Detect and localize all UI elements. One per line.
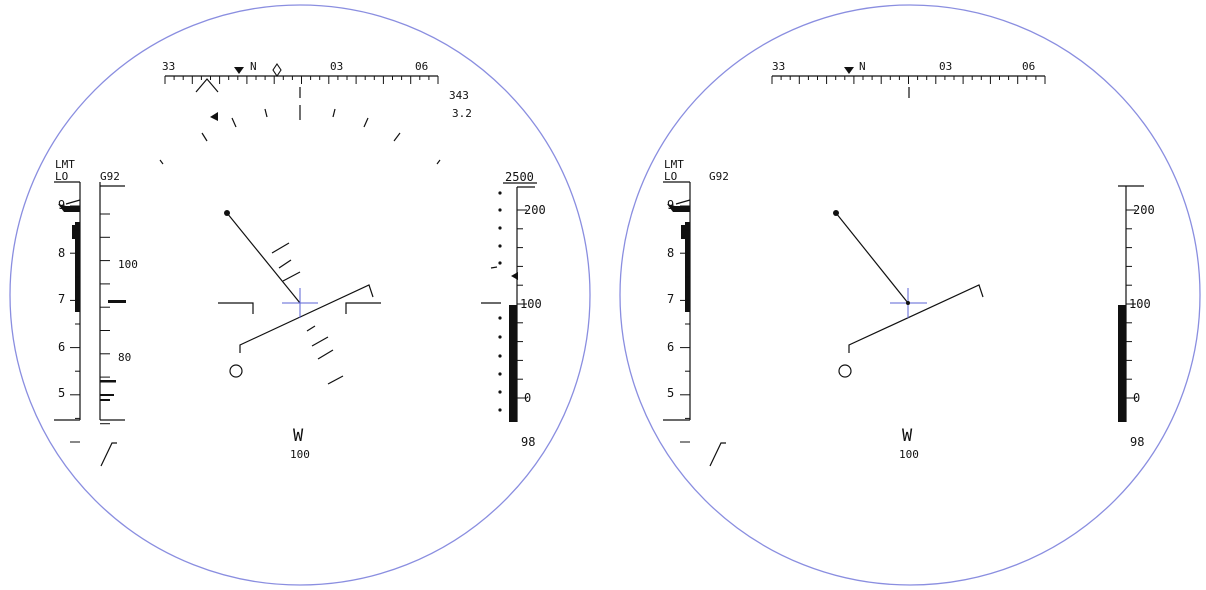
left-alt-pointer <box>511 272 518 280</box>
left-alt-0: 0 <box>524 391 531 405</box>
left-alt-200: 200 <box>524 203 546 217</box>
scale-dot <box>498 390 502 394</box>
left-scale-7: 7 <box>58 292 65 306</box>
right-heading-pointer <box>844 67 854 74</box>
left-vertical-scale: LMT LO 9 8 7 6 5 <box>54 158 81 443</box>
right-scale-9: 9 <box>667 198 674 212</box>
left-altitude-scale: 2500 200 100 0 98 <box>481 170 546 449</box>
left-speed-scale: G92 100 80 <box>99 170 138 467</box>
scale-dot <box>498 354 502 358</box>
right-course-letter: W <box>902 426 913 446</box>
right-target-line <box>835 212 909 304</box>
scale-dot <box>498 261 502 265</box>
right-bottom-bracket <box>709 442 726 467</box>
left-range-readout: 3.2 <box>452 107 472 120</box>
right-heading-33: 33 <box>772 60 785 73</box>
left-heading-chevron <box>195 78 219 93</box>
right-speed-label: G92 <box>709 170 729 183</box>
right-heading-tape: 33 N 03 06 <box>771 60 1046 98</box>
right-heading-N: N <box>859 60 866 73</box>
left-bank-scale <box>159 105 441 165</box>
right-limit-label: LMT <box>664 158 684 171</box>
left-scale-5: 5 <box>58 386 65 400</box>
right-alt-0: 0 <box>1133 391 1140 405</box>
left-scale-6: 6 <box>58 340 65 354</box>
right-course-value: 100 <box>899 448 919 461</box>
left-bottom-right: 98 <box>521 435 535 449</box>
right-heading-03: 03 <box>939 60 952 73</box>
right-target-dot <box>833 210 839 216</box>
scale-dot <box>498 408 502 412</box>
scale-dot <box>498 372 502 376</box>
right-scale-5: 5 <box>667 386 674 400</box>
left-velocity-circle <box>229 364 243 378</box>
right-altitude-scale: 200 100 0 98 <box>1118 185 1155 449</box>
left-heading-33: 33 <box>162 60 175 73</box>
left-course-value: 100 <box>290 448 310 461</box>
right-bezel <box>619 4 1201 586</box>
scale-dot <box>498 208 502 212</box>
left-attitude-symbology <box>218 210 381 385</box>
right-bottom-right: 98 <box>1130 435 1144 449</box>
left-speed-100: 100 <box>118 258 138 271</box>
right-heading-06: 06 <box>1022 60 1035 73</box>
left-heading-N: N <box>250 60 257 73</box>
right-horizon-line <box>848 284 984 353</box>
left-horizon-line <box>239 284 374 353</box>
right-scale-8: 8 <box>667 246 674 260</box>
left-scale-8: 8 <box>58 246 65 260</box>
left-alt-100: 100 <box>520 297 542 311</box>
left-heading-diamond <box>272 63 282 77</box>
right-limit-sub-label: LO <box>664 170 677 183</box>
right-center-dot <box>906 301 910 305</box>
right-display: 33 N 03 06 LMT LO 9 8 7 6 5 G92 <box>619 4 1201 586</box>
left-display: 33 N 03 06 343 3.2 LMT LO <box>9 4 591 586</box>
scale-dot <box>498 191 502 195</box>
left-speed-label: G92 <box>100 170 120 183</box>
scale-dot <box>498 316 502 320</box>
left-target-dot <box>224 210 230 216</box>
left-speed-80: 80 <box>118 351 131 364</box>
left-bottom-bracket <box>100 442 117 467</box>
scale-dot <box>498 335 502 339</box>
left-wing-left <box>218 302 254 314</box>
right-velocity-circle <box>838 364 852 378</box>
right-scale-6: 6 <box>667 340 674 354</box>
left-heading-03: 03 <box>330 60 343 73</box>
left-wing-right <box>345 302 381 314</box>
left-scale-9: 9 <box>58 198 65 212</box>
left-target-line <box>226 212 301 304</box>
left-heading-tape: 33 N 03 06 343 3.2 <box>162 60 472 120</box>
left-bezel <box>9 4 591 586</box>
left-heading-06: 06 <box>415 60 428 73</box>
left-limit-label: LMT <box>55 158 75 171</box>
left-heading-readout: 343 <box>449 89 469 102</box>
right-attitude-symbology <box>833 210 984 378</box>
right-alt-100: 100 <box>1129 297 1151 311</box>
right-scale-7: 7 <box>667 292 674 306</box>
left-course-letter: W <box>293 426 304 446</box>
right-alt-200: 200 <box>1133 203 1155 217</box>
left-heading-pointer <box>234 67 244 74</box>
left-bank-pointer <box>210 112 218 121</box>
left-alt-top-label: 2500 <box>505 170 534 184</box>
left-speed-marker <box>108 300 126 303</box>
left-limit-sub-label: LO <box>55 170 68 183</box>
scale-dot <box>498 226 502 230</box>
right-vertical-scale: LMT LO 9 8 7 6 5 G92 <box>663 158 729 467</box>
scale-dot <box>498 244 502 248</box>
